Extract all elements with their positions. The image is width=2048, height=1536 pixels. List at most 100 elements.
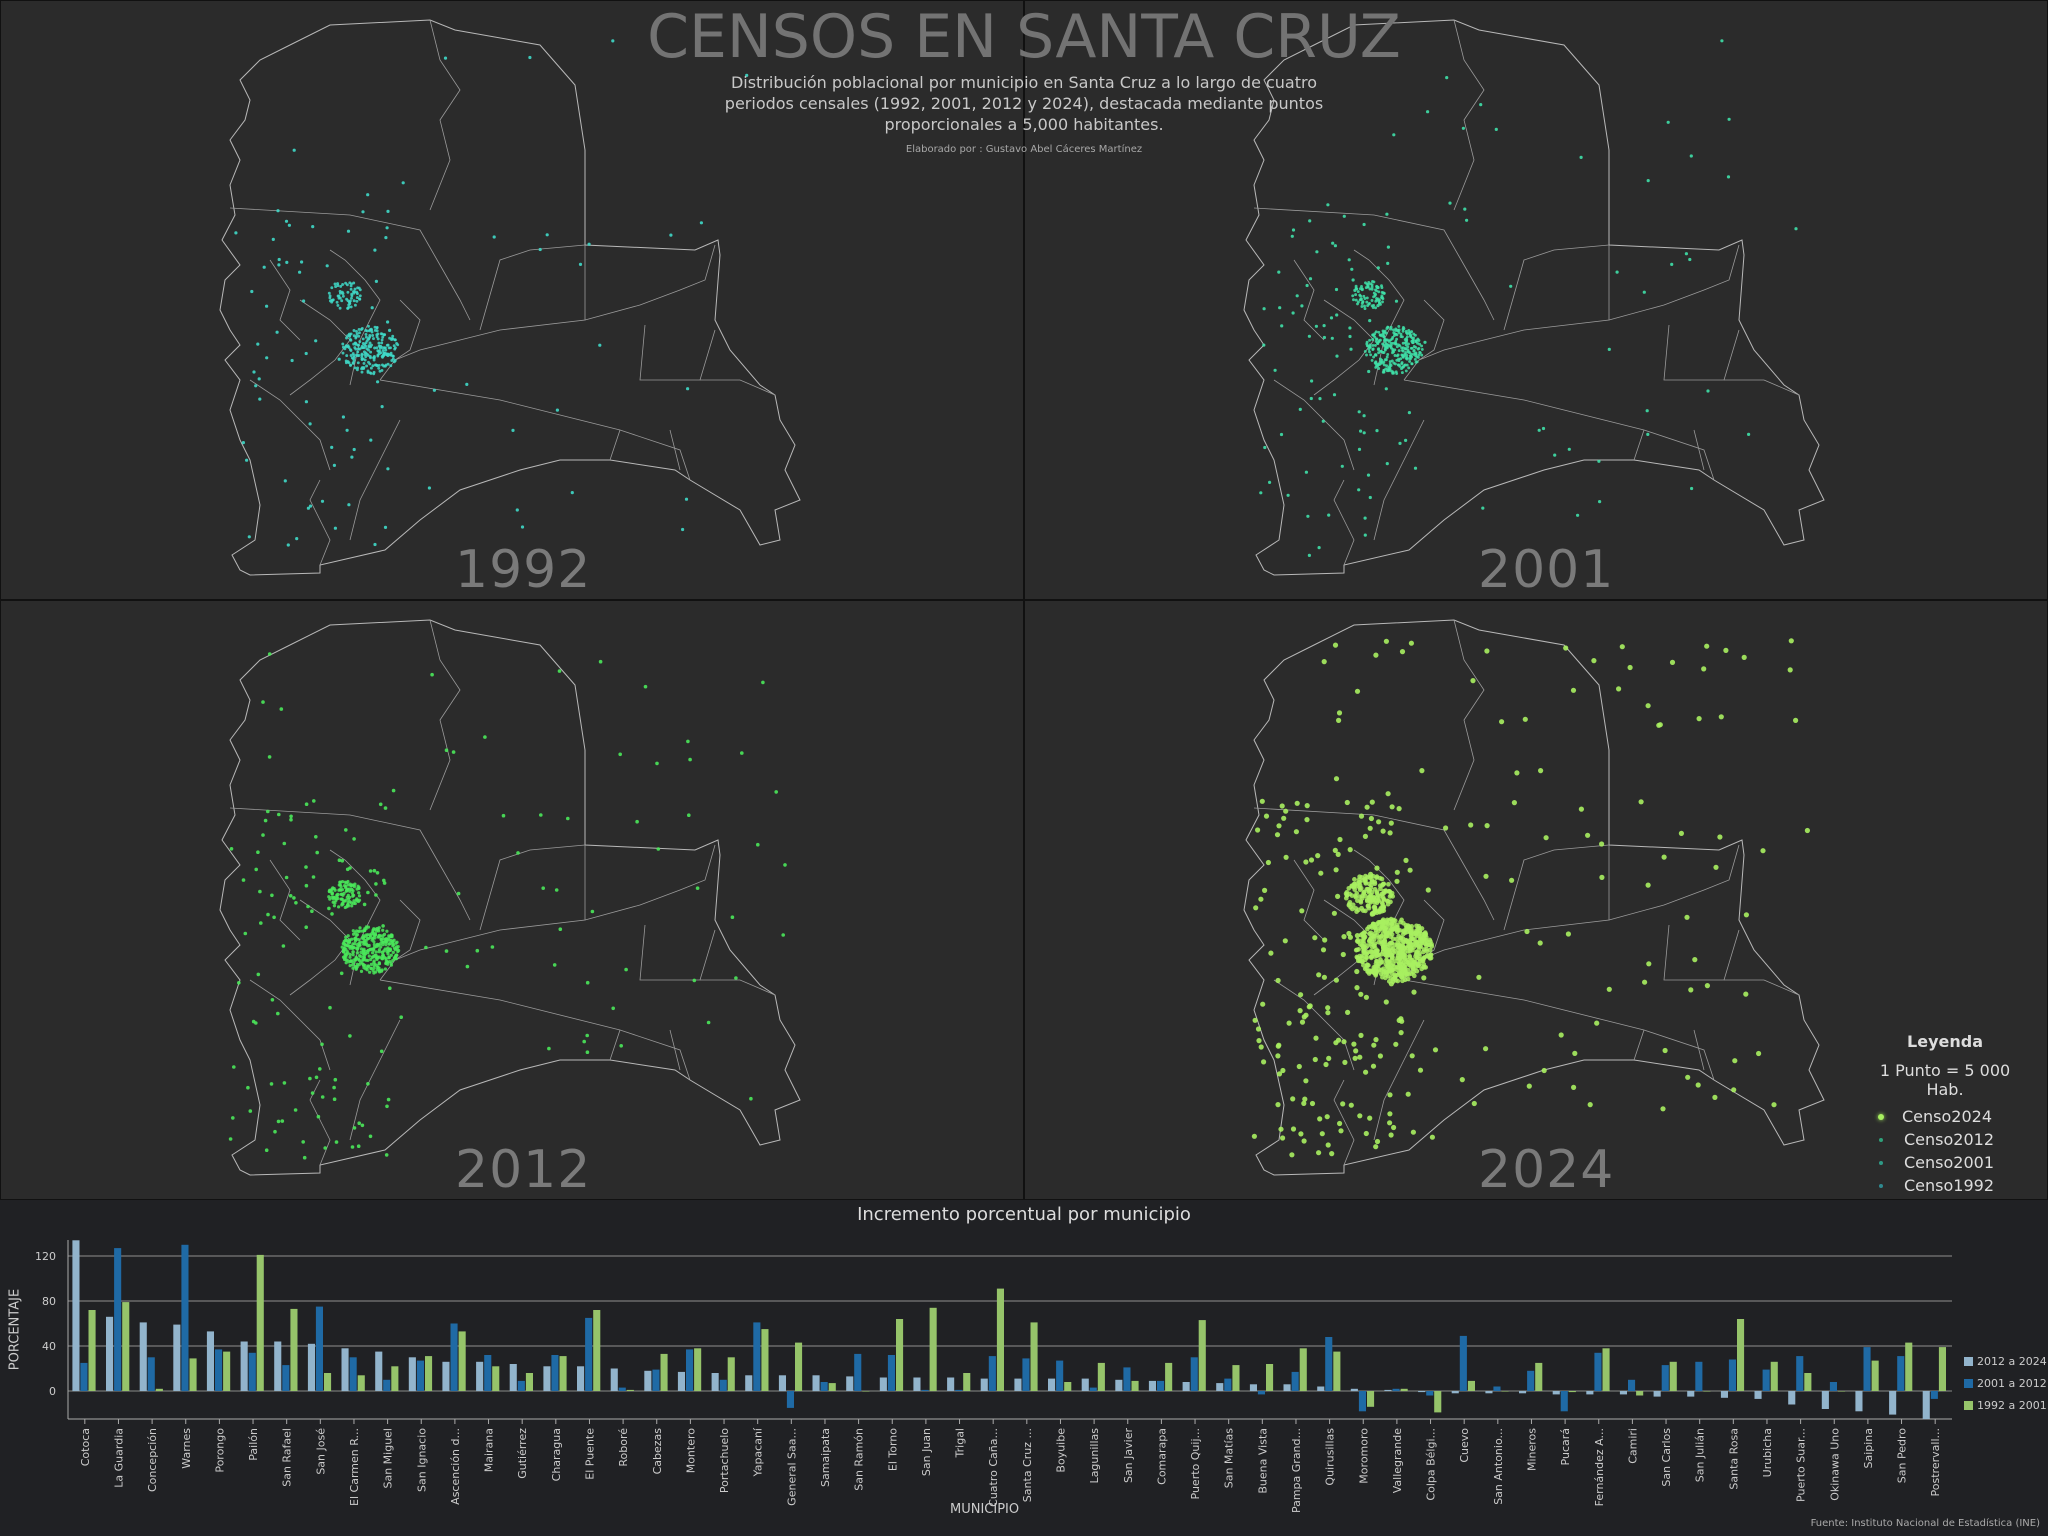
bar xyxy=(1602,1348,1610,1392)
x-tick-label: San Rafael xyxy=(281,1428,294,1487)
bar xyxy=(1056,1360,1064,1391)
map-2012 xyxy=(219,619,801,1176)
bar xyxy=(610,1368,618,1391)
bar xyxy=(282,1365,290,1391)
map-legend: Leyenda 1 Punto = 5 000 Hab. Censo2024 C… xyxy=(1860,1032,2030,1197)
bar xyxy=(1938,1347,1946,1391)
bar xyxy=(139,1322,147,1391)
bar xyxy=(1148,1380,1156,1391)
swatch-icon xyxy=(1964,1378,1973,1388)
bar xyxy=(442,1361,450,1392)
bar xyxy=(1552,1391,1560,1395)
bar xyxy=(1400,1388,1408,1392)
bar xyxy=(719,1379,727,1392)
bar xyxy=(1519,1391,1527,1394)
chart-title: Incremento porcentual por municipio xyxy=(857,1204,1191,1225)
bar xyxy=(1930,1391,1938,1399)
x-tick-label: Moromoro xyxy=(1357,1428,1370,1484)
x-tick-label: Saipina xyxy=(1862,1428,1875,1469)
bar xyxy=(1485,1391,1493,1394)
x-tick-label: Ascención d... xyxy=(449,1428,462,1505)
chart-legend-item: 2001 a 2012 xyxy=(1964,1372,2047,1394)
map-2024 xyxy=(1243,619,1825,1176)
bar xyxy=(425,1356,433,1391)
swatch-icon xyxy=(1964,1356,1973,1366)
source-note: Fuente: Instituto Nacional de Estadístic… xyxy=(1810,1518,2040,1529)
x-tick-label: San Julián xyxy=(1694,1428,1707,1482)
x-axis-label: MUNICIPIO xyxy=(950,1502,1020,1517)
x-tick-label: Colpa Bélgi... xyxy=(1425,1428,1438,1501)
map-legend-item: Censo2001 xyxy=(1860,1151,2030,1174)
x-tick-label: Yapacaní xyxy=(752,1427,765,1477)
bar xyxy=(1115,1379,1123,1392)
map-legend-title: Leyenda xyxy=(1907,1032,1983,1051)
x-tick-label: San Ramón xyxy=(853,1428,866,1491)
map-panel-2012 xyxy=(0,600,1024,1200)
bar xyxy=(1535,1362,1543,1391)
bar xyxy=(1283,1384,1291,1392)
bar xyxy=(509,1364,517,1391)
x-tick-label: Santa Cruz ... xyxy=(1021,1428,1034,1502)
swatch-icon xyxy=(1964,1400,1973,1410)
map-year-label-2001: 2001 xyxy=(1478,540,1615,600)
x-tick-label: San José xyxy=(314,1428,327,1475)
bar xyxy=(408,1357,416,1392)
x-tick-label: Okinawa Uno xyxy=(1828,1428,1841,1501)
bar xyxy=(147,1357,155,1392)
x-tick-label: San Miguel xyxy=(382,1428,395,1489)
bar xyxy=(458,1331,466,1391)
map-year-label-1992: 1992 xyxy=(455,540,592,600)
bar xyxy=(416,1360,424,1391)
bar xyxy=(727,1357,735,1392)
x-tick-label: Warnes xyxy=(180,1428,193,1469)
bar xyxy=(1317,1386,1325,1391)
bar xyxy=(913,1377,921,1391)
bar xyxy=(1788,1391,1796,1405)
census-maps xyxy=(0,0,2048,1200)
bar xyxy=(1459,1335,1467,1391)
bar xyxy=(122,1302,130,1391)
bar xyxy=(1594,1352,1602,1392)
y-tick-label: 40 xyxy=(42,1340,56,1353)
bar xyxy=(1434,1391,1442,1413)
bar xyxy=(1367,1391,1375,1407)
bar xyxy=(1829,1382,1837,1391)
bar xyxy=(72,1240,80,1392)
x-tick-label: Porongo xyxy=(213,1428,226,1473)
bar xyxy=(551,1355,559,1391)
x-tick-label: La Guardia xyxy=(112,1428,125,1488)
x-tick-label: Pucará xyxy=(1559,1428,1572,1465)
bar xyxy=(778,1375,786,1392)
bar xyxy=(155,1388,163,1392)
bar xyxy=(896,1319,904,1391)
map-legend-item: Censo1992 xyxy=(1860,1174,2030,1197)
bar xyxy=(1855,1391,1863,1412)
x-tick-label: San Antonio... xyxy=(1492,1428,1505,1505)
bar xyxy=(963,1373,971,1391)
bar xyxy=(1568,1391,1576,1393)
y-tick-label: 0 xyxy=(49,1385,56,1398)
bar xyxy=(223,1351,231,1391)
bar xyxy=(577,1366,585,1392)
bar xyxy=(215,1349,223,1391)
x-tick-label: Santa Rosa xyxy=(1727,1428,1740,1490)
bar xyxy=(1762,1369,1770,1391)
x-tick-label: Cuatro Caña... xyxy=(987,1428,1000,1507)
bar xyxy=(1123,1367,1131,1391)
bar xyxy=(1384,1389,1392,1391)
bar xyxy=(1392,1388,1400,1392)
bar xyxy=(1266,1364,1274,1391)
bar xyxy=(846,1376,854,1391)
bar xyxy=(947,1377,955,1391)
bar xyxy=(1897,1356,1905,1391)
bar xyxy=(274,1341,282,1391)
x-tick-label: Cotoca xyxy=(79,1428,92,1466)
bar xyxy=(1358,1391,1366,1412)
bar xyxy=(1821,1391,1829,1409)
x-tick-label: Quirusillas xyxy=(1324,1428,1337,1486)
bar xyxy=(1619,1391,1627,1395)
x-tick-label: San Carlos xyxy=(1660,1428,1673,1487)
bar xyxy=(476,1361,484,1392)
x-tick-label: Pampa Grand... xyxy=(1290,1428,1303,1513)
x-tick-label: Urubicha xyxy=(1761,1428,1774,1477)
